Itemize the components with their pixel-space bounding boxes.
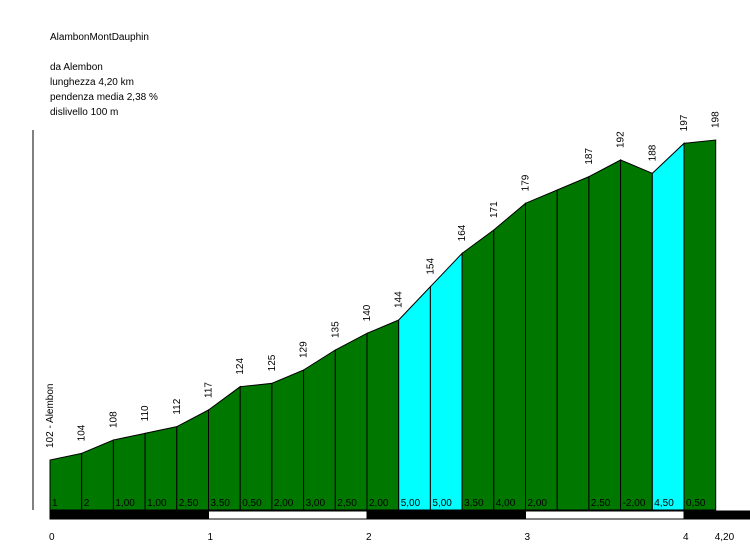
gradient-label: -2,00	[623, 498, 646, 509]
chart-title: AlambonMontDauphin	[50, 32, 149, 43]
elevation-label: 110	[140, 405, 151, 421]
elevation-label: 187	[584, 148, 595, 165]
profile-segment	[334, 332, 368, 511]
elevation-label: 135	[330, 321, 341, 338]
elevation-label: 164	[457, 224, 468, 241]
elevation-label: 117	[204, 382, 215, 398]
km-label: 0	[49, 532, 55, 543]
km-labels: 0 1 2 3 4 4,20	[49, 532, 735, 543]
elevation-label: 198	[711, 111, 722, 128]
elevation-label: 192	[616, 131, 627, 148]
elevation-label: 144	[394, 291, 405, 308]
profile-segment	[176, 409, 209, 511]
profile-segment	[683, 139, 717, 511]
gradient-label: 0,50	[242, 498, 262, 509]
gradient-label: 2,50	[591, 498, 611, 509]
profile-segments	[49, 139, 717, 511]
info-avg-gradient: pendenza media 2,38 %	[50, 92, 158, 103]
km-label: 4	[683, 532, 689, 543]
gradient-label: 4,00	[496, 498, 516, 509]
profile-segment	[493, 202, 526, 511]
gradient-label: 0,50	[686, 498, 706, 509]
gradient-label: 5,00	[401, 498, 421, 509]
gradient-labels: 1 2 1,00 1,00 2,50 3,50 0,50 2,00 3,00 2,50 2,00 5,…	[52, 498, 706, 509]
gradient-label: 3,50	[211, 498, 231, 509]
profile-segment	[651, 142, 685, 511]
info-length: lunghezza 4,20 km	[50, 77, 134, 88]
info-elevation-gain: dislivello 100 m	[50, 107, 119, 118]
elevation-label: 129	[299, 341, 310, 358]
profile-segment	[556, 175, 590, 511]
gradient-label: 2	[84, 498, 90, 509]
profile-segment	[588, 159, 622, 511]
elevation-label: 112	[172, 398, 183, 414]
profile-segment	[398, 285, 431, 511]
km-bar-segment	[366, 510, 526, 520]
gradient-label: 1,00	[115, 498, 135, 509]
elevation-labels: 102 - Alembon 104 108 110 112 117 124 125 129 135…	[45, 111, 722, 448]
profile-segment	[271, 369, 305, 511]
gradient-label: 2,00	[369, 498, 389, 509]
km-bar-segment	[525, 510, 685, 520]
km-label: 3	[525, 532, 531, 543]
elevation-label: 102 - Alembon	[45, 384, 56, 449]
gradient-label: 3,00	[306, 498, 326, 509]
profile-segment	[208, 385, 241, 511]
elevation-label: 197	[679, 114, 690, 131]
gradient-label: 2,50	[337, 498, 357, 509]
elevation-label: 171	[489, 201, 500, 218]
km-bar-segment	[683, 510, 750, 520]
gradient-label: 2,50	[179, 498, 199, 509]
km-bar-segment	[49, 510, 209, 520]
elevation-label: 108	[108, 411, 119, 428]
gradient-label: 1,00	[147, 498, 167, 509]
elevation-label: 140	[362, 304, 373, 321]
km-scale-bar	[49, 510, 750, 520]
profile-segment	[461, 229, 495, 511]
elevation-label: 154	[425, 258, 436, 275]
elevation-label: 124	[235, 358, 246, 375]
chart-header: AlambonMontDauphin da Alembon lunghezza …	[50, 30, 158, 120]
gradient-label: 1	[52, 498, 58, 509]
elevation-label: 125	[267, 354, 278, 371]
km-label: 4,20	[715, 532, 735, 543]
elevation-label: 104	[77, 424, 88, 441]
profile-segment	[429, 252, 463, 511]
profile-segment	[366, 319, 400, 511]
profile-segment	[239, 382, 273, 511]
km-bar-segment	[208, 510, 368, 520]
info-start: da Alembon	[50, 62, 103, 73]
profile-segment	[620, 159, 653, 511]
gradient-label: 2,00	[528, 498, 548, 509]
km-label: 1	[208, 532, 214, 543]
gradient-label: 5,00	[432, 498, 452, 509]
gradient-label: 2,00	[274, 498, 294, 509]
elevation-label: 188	[647, 144, 658, 161]
gradient-label: 4,50	[654, 498, 674, 509]
profile-segment	[303, 349, 336, 511]
profile-segment	[525, 189, 558, 511]
gradient-label: 3,50	[464, 498, 484, 509]
km-label: 2	[366, 532, 372, 543]
elevation-label: 179	[521, 174, 532, 191]
